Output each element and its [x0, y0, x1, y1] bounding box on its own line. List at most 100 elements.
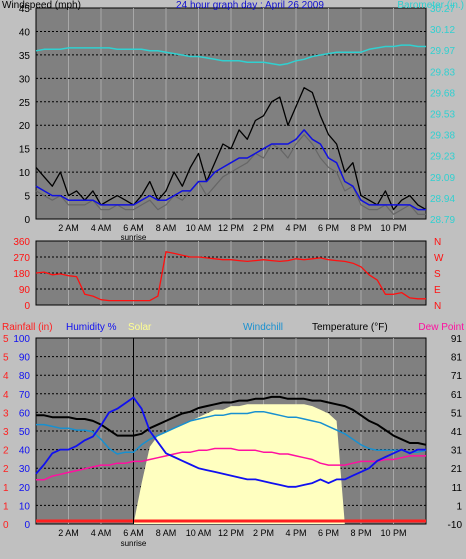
baro-right-tick: 30.27	[430, 4, 455, 15]
humidity-left-tick: 30	[19, 464, 31, 475]
rainfall-left-tick: 1	[3, 501, 9, 512]
humidity-left-tick: 40	[19, 446, 31, 457]
direction-left-tick: 0	[24, 301, 30, 312]
temperature-axis-label: Temperature (°F)	[312, 322, 388, 333]
humidity-left-tick: 80	[19, 371, 31, 382]
humidity-axis-label: Humidity %	[66, 322, 117, 333]
wind-left-tick: 5	[24, 192, 30, 203]
wind-left-tick: 35	[19, 51, 31, 62]
wind-direction-line	[35, 251, 426, 302]
wind-x-tick: 6 AM	[123, 223, 144, 233]
humidity-left-tick: 100	[13, 334, 30, 345]
wind-x-tick: 6 PM	[318, 223, 339, 233]
humidity-left-tick: 90	[19, 353, 31, 364]
rainfall-left-tick: 5	[3, 334, 9, 345]
direction-left-tick: 90	[19, 285, 31, 296]
temp-right-tick: 91	[451, 334, 463, 345]
weather-x-tick: 8 PM	[350, 528, 371, 538]
rainfall-axis-label: Rainfall (in)	[2, 322, 53, 333]
baro-right-tick: 28.79	[430, 215, 455, 226]
temp-right-tick: 81	[451, 353, 463, 364]
baro-right-tick: 29.97	[430, 46, 455, 57]
direction-compass-label: N	[434, 237, 441, 248]
weather-x-tick: 10 PM	[380, 528, 406, 538]
baro-right-tick: 28.94	[430, 194, 455, 205]
wind-sunrise-label: sunrise	[121, 233, 147, 242]
barometer-line	[35, 44, 426, 66]
weather-x-tick: 6 PM	[318, 528, 339, 538]
rainfall-left-tick: 2	[3, 464, 9, 475]
wind-x-tick: 2 AM	[58, 223, 79, 233]
wind-left-tick: 45	[19, 4, 31, 15]
temp-right-tick: 71	[451, 371, 463, 382]
dew-point-line	[36, 447, 426, 481]
direction-left-tick: 270	[13, 253, 30, 264]
weather-x-tick: 6 AM	[123, 528, 144, 538]
humidity-left-tick: 50	[19, 427, 31, 438]
wind-x-tick: 8 AM	[156, 223, 177, 233]
temp-right-tick: 21	[451, 464, 463, 475]
rainfall-left-tick: 3	[3, 427, 9, 438]
baro-right-tick: 29.83	[430, 67, 455, 78]
rainfall-left-tick: 5	[3, 353, 9, 364]
wind-x-tick: 8 PM	[350, 223, 371, 233]
weather-x-tick: 10 AM	[186, 528, 212, 538]
temp-right-tick: 61	[451, 390, 463, 401]
baro-right-tick: 29.38	[430, 131, 455, 142]
wind-left-tick: 15	[19, 145, 31, 156]
baro-right-tick: 29.23	[430, 152, 455, 163]
baro-right-tick: 29.68	[430, 88, 455, 99]
weather-x-tick: 2 AM	[58, 528, 79, 538]
rainfall-left-tick: 4	[3, 390, 9, 401]
direction-compass-label: N	[434, 301, 441, 312]
humidity-left-tick: 60	[19, 408, 31, 419]
humidity-left-tick: 10	[19, 501, 31, 512]
wind-left-tick: 20	[19, 121, 31, 132]
wind-axis-label: Windspeed (mph)	[2, 0, 81, 11]
temp-right-tick: 1	[456, 501, 462, 512]
temp-right-tick: 11	[452, 483, 463, 494]
wind-low-line	[35, 134, 426, 215]
weather-x-tick: 12 PM	[218, 528, 244, 538]
temp-right-tick: 31	[451, 446, 463, 457]
rainfall-left-tick: 1	[3, 483, 9, 494]
solar-axis-label: Solar	[128, 322, 152, 333]
wind-x-tick: 2 PM	[253, 223, 274, 233]
direction-compass-label: W	[434, 253, 444, 264]
wind-left-tick: 10	[19, 168, 31, 179]
weather-x-tick: 4 AM	[91, 528, 112, 538]
direction-compass-label: S	[434, 269, 441, 280]
wind-x-tick: 4 AM	[91, 223, 112, 233]
wind-left-tick: 30	[19, 74, 31, 85]
dewpoint-axis-label: Dew Point	[418, 322, 464, 333]
direction-left-tick: 360	[13, 237, 30, 248]
humidity-left-tick: 70	[19, 390, 31, 401]
wind-x-tick: 12 PM	[218, 223, 244, 233]
direction-left-tick: 180	[13, 269, 30, 280]
baro-right-tick: 29.53	[430, 110, 455, 121]
weather-sunrise-label: sunrise	[121, 539, 147, 548]
windchill-line	[36, 410, 427, 455]
baro-right-tick: 30.12	[430, 25, 455, 36]
rainfall-left-tick: 3	[3, 408, 9, 419]
rainfall-left-tick: 0	[3, 520, 9, 531]
weather-x-tick: 4 PM	[285, 528, 306, 538]
wind-x-tick: 10 AM	[186, 223, 212, 233]
wind-x-tick: 10 PM	[380, 223, 406, 233]
graph-title: 24 hour graph day : April 26 2009	[176, 0, 324, 11]
wind-left-tick: 40	[19, 27, 31, 38]
wind-left-tick: 0	[24, 215, 30, 226]
wind-average-line	[35, 129, 426, 211]
rainfall-left-tick: 4	[3, 371, 9, 382]
temp-right-tick: 41	[451, 427, 463, 438]
temp-right-tick: -10	[448, 520, 463, 531]
baro-right-tick: 29.09	[430, 173, 455, 184]
wind-x-tick: 4 PM	[285, 223, 306, 233]
solar-area	[36, 404, 426, 524]
rainfall-left-tick: 2	[3, 446, 9, 457]
temp-right-tick: 51	[451, 408, 463, 419]
humidity-left-tick: 20	[19, 483, 31, 494]
wind-left-tick: 25	[19, 98, 31, 109]
